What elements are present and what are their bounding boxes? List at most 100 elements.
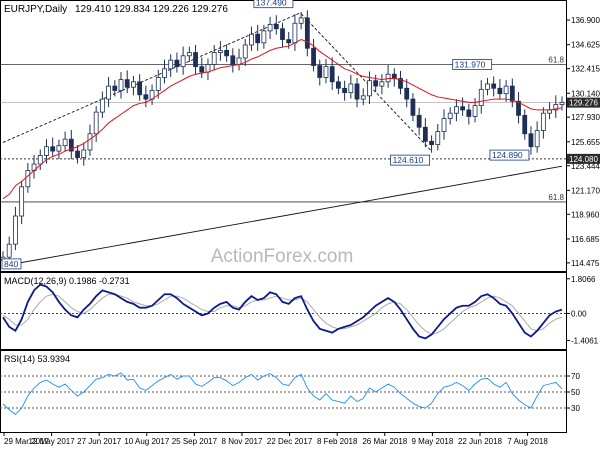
price-tick-label: 123.444 xyxy=(571,162,600,171)
candle-body xyxy=(99,98,105,113)
macd-tick-label: -1.4061 xyxy=(571,336,599,345)
candle-body xyxy=(267,24,273,32)
candle-body xyxy=(311,47,316,66)
candle-body xyxy=(404,87,410,100)
x-tick-label: 12 May 2017 xyxy=(28,437,75,446)
candle-body xyxy=(205,64,211,73)
ohlc-values: 129.410 129.834 129.226 129.276 xyxy=(75,4,228,15)
candle-body xyxy=(509,85,515,102)
candle-body xyxy=(292,22,298,44)
price-tick-label: 127.930 xyxy=(571,113,600,122)
candle-body xyxy=(540,112,546,131)
candle-body xyxy=(298,17,304,24)
candle-body xyxy=(242,44,248,59)
candle-body xyxy=(162,68,167,78)
x-tick-label: 25 Sep 2017 xyxy=(172,437,218,446)
candle-body xyxy=(6,243,12,258)
macd-label: MACD(12,26,9) 0.1986 -0.2731 xyxy=(4,276,130,286)
ema-line xyxy=(2,39,563,200)
candle-body xyxy=(317,65,323,78)
moving-average xyxy=(2,39,563,200)
candle-body xyxy=(87,133,93,151)
price-annotation-label: 840 xyxy=(4,259,18,269)
macd-tick-label: 1.8066 xyxy=(571,275,596,284)
candle-body xyxy=(93,111,99,135)
candle-body xyxy=(429,140,434,145)
candle-body xyxy=(131,81,136,88)
candle-body xyxy=(447,112,453,119)
price-annotation-label: 124.890 xyxy=(492,150,523,160)
rsi-tick-label: 70 xyxy=(571,372,580,381)
candle-body xyxy=(391,73,397,79)
candle-body xyxy=(503,85,509,95)
candle-body xyxy=(143,94,149,100)
candle-body xyxy=(460,106,466,111)
candle-body xyxy=(174,59,180,68)
candle-body xyxy=(379,81,385,87)
price-tick-label: 116.685 xyxy=(571,235,600,244)
candle-body xyxy=(211,52,217,65)
candle-body xyxy=(528,133,534,148)
price-tick-label: 136.900 xyxy=(571,16,600,25)
candle-body xyxy=(454,106,459,114)
candle-body xyxy=(559,101,565,105)
price-annotation-box xyxy=(489,149,530,161)
price-annotation-label: 124.610 xyxy=(393,155,424,165)
price-annotation-box xyxy=(1,258,22,270)
candle-body xyxy=(553,104,559,111)
candle-body xyxy=(168,59,174,70)
candle-body xyxy=(435,131,441,145)
current-price-label: 129.276 xyxy=(569,99,598,108)
macd-signal-line xyxy=(2,293,563,336)
candle-body xyxy=(255,33,261,44)
candle-body xyxy=(81,149,87,158)
candle-body xyxy=(261,30,267,44)
candle-body xyxy=(516,100,521,116)
x-tick-label: 10 Aug 2017 xyxy=(124,437,169,446)
candle-body xyxy=(25,170,31,188)
candle-body xyxy=(137,81,143,96)
candle-body xyxy=(472,105,478,117)
candle-body xyxy=(485,83,490,90)
x-tick-label: 27 Jun 2017 xyxy=(77,437,122,446)
macd-panel-frame xyxy=(0,272,567,350)
candle-body xyxy=(335,81,341,89)
price-tick-label: 114.475 xyxy=(571,259,600,268)
candle-body xyxy=(106,85,111,100)
candle-body xyxy=(230,55,236,65)
candle-body xyxy=(37,155,43,165)
candle-body xyxy=(466,109,472,117)
candle-body xyxy=(68,138,74,152)
candle-body xyxy=(410,98,416,116)
price-axis: 136.900 134.625 132.415 130.140 127.930 125.6… xyxy=(566,16,600,268)
candle-body xyxy=(118,79,124,91)
candle-body xyxy=(75,150,80,158)
macd-panel: 1.8066 0.00 -1.4061 xyxy=(0,275,599,345)
rsi-line xyxy=(2,372,563,416)
candle-body xyxy=(373,80,379,87)
price-tick-label: 134.625 xyxy=(571,41,600,50)
candle-body xyxy=(534,130,540,148)
fib-level-label: 61.8 xyxy=(548,193,564,202)
price-annotation-label: 137.490 xyxy=(256,0,287,8)
watermark: ActionForex.com xyxy=(211,246,354,267)
x-tick-label: 8 Feb 2018 xyxy=(317,437,358,446)
x-tick-label: 26 Mar 2018 xyxy=(362,437,407,446)
rsi-label: RSI(14) 53.9394 xyxy=(4,354,70,364)
x-tick-label: 7 Aug 2018 xyxy=(507,437,548,446)
candle-body xyxy=(348,83,354,94)
macd-line xyxy=(2,283,563,340)
candle-body xyxy=(155,77,161,91)
candle-body xyxy=(44,146,49,156)
x-tick-label: 22 Dec 2017 xyxy=(267,437,313,446)
candle-body xyxy=(280,28,285,40)
price-annotations: 137.490 131.970 124.610 124.890 840 xyxy=(1,0,530,270)
candle-body xyxy=(422,126,428,142)
fib-level-label: 61.8 xyxy=(548,55,564,64)
candle-body xyxy=(398,78,403,89)
rsi-tick-label: 30 xyxy=(571,404,580,413)
symbol-label: EURJPY,Daily xyxy=(4,4,67,15)
